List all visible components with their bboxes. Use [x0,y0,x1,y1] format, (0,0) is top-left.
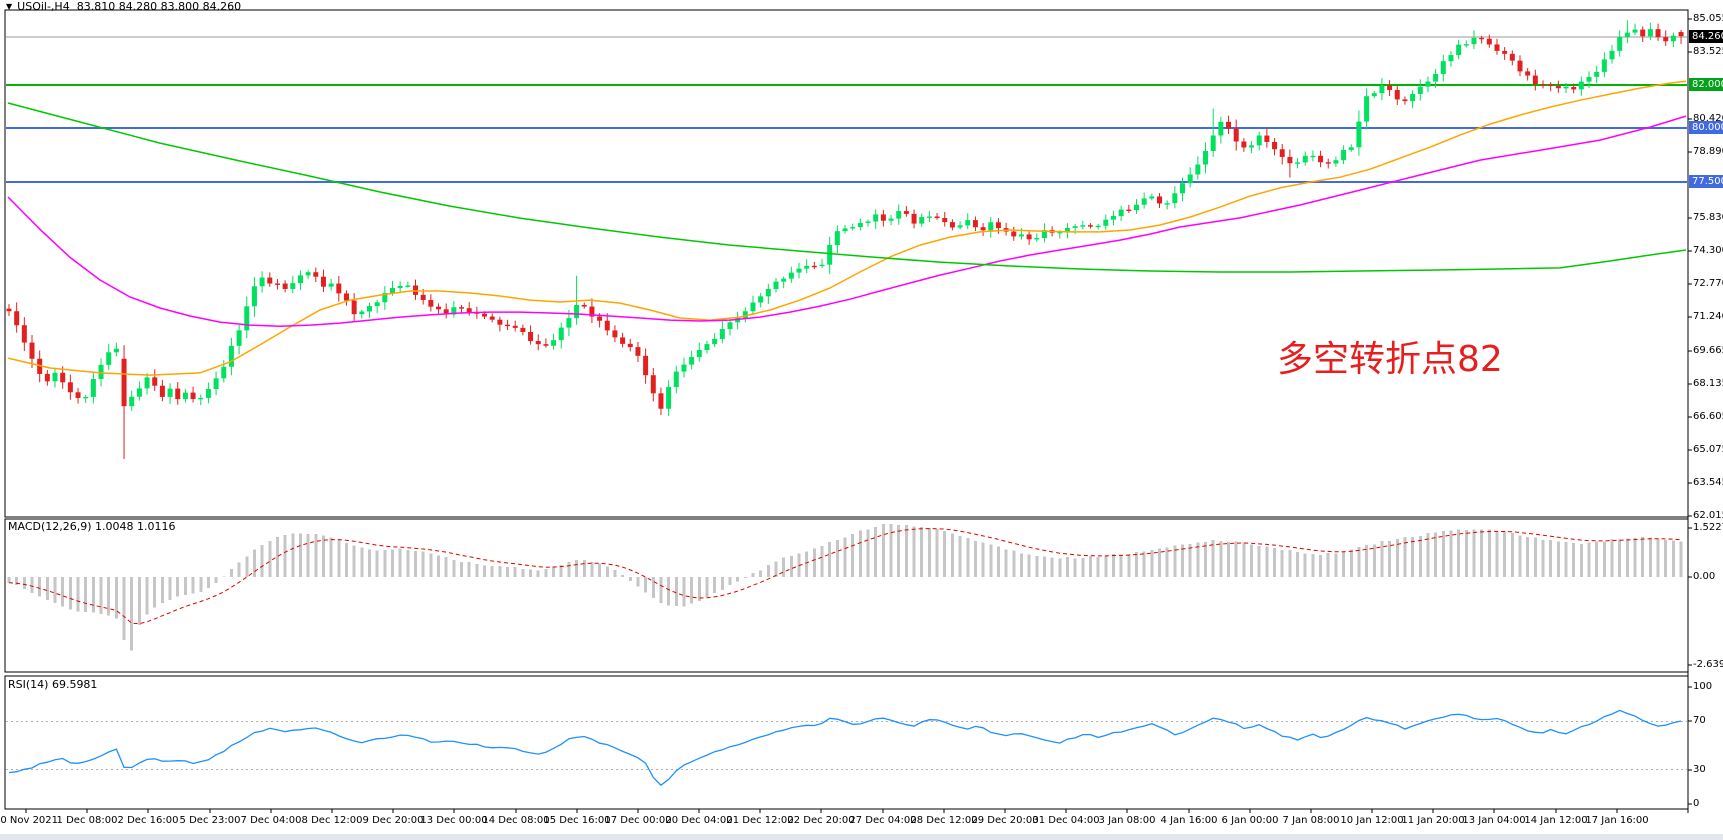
price-badge-80.000: 80.000 [1689,121,1723,134]
time-axis-label: 13 Jan 04:00 [1462,815,1526,826]
price-badge-84.260: 84.260 [1689,30,1723,43]
macd-tick-label: -2.6392 [1693,659,1723,670]
horizontal-level-lines [6,36,1687,183]
time-axis-label: 1 Dec 08:00 [56,815,118,826]
time-axis-label: 11 Jan 20:00 [1401,815,1465,826]
price-tick-label: 63.545 [1693,477,1723,488]
symbol-header[interactable]: ▼ USOil-,H4 83.810 84.280 83.800 84.260 [6,1,241,13]
time-axis-label: 17 Jan 16:00 [1585,815,1649,826]
ma-slow-green [7,102,1687,273]
rsi-tick-label: 0 [1693,798,1700,809]
time-axis-label: 30 Nov 2021 [0,815,59,826]
time-axis-label: 20 Dec 04:00 [665,815,733,826]
rsi-indicator-label: RSI(14) 69.5981 [8,678,98,691]
symbol-name: USOil-,H4 [17,0,70,13]
price-badge-82.000: 82.000 [1689,78,1723,91]
price-tick-label: 75.830 [1693,212,1723,223]
price-tick-label: 80.420 [1693,113,1723,124]
time-axis-label: 28 Dec 12:00 [910,815,978,826]
symbol-dropdown-icon[interactable]: ▼ [6,2,13,11]
price-tick-label: 74.300 [1693,245,1723,256]
price-tick-label: 69.665 [1693,345,1723,356]
rsi-levels [6,720,1687,771]
time-axis-label: 17 Dec 00:00 [604,815,672,826]
time-axis-label: 6 Jan 00:00 [1221,815,1279,826]
time-axis-label: 14 Jan 12:00 [1524,815,1588,826]
price-tick-label: 72.770 [1693,278,1723,289]
bottom-edge-strip [0,834,1723,840]
rsi-tick-label: 70 [1693,715,1706,726]
symbol-ohlc: 83.810 84.280 83.800 84.260 [76,0,242,13]
macd-indicator-label: MACD(12,26,9) 1.0048 1.0116 [8,520,176,533]
rsi-tick-label: 100 [1693,681,1713,692]
axis-ticks [25,18,1692,813]
price-tick-label: 62.015 [1693,510,1723,521]
time-axis-label: 3 Jan 08:00 [1098,815,1156,826]
price-tick-label: 65.075 [1693,444,1723,455]
time-axis-label: 15 Dec 16:00 [543,815,611,826]
price-tick-label: 83.525 [1693,46,1723,57]
macd-signal-line [8,528,1682,625]
time-axis-label: 5 Dec 23:00 [179,815,241,826]
candles-series [6,20,1684,459]
rsi-line [8,709,1682,787]
time-axis-label: 8 Dec 12:00 [301,815,363,826]
price-tick-label: 78.890 [1693,146,1723,157]
time-axis-label: 27 Dec 04:00 [849,815,917,826]
ma-mid-magenta [7,115,1687,327]
macd-histogram [7,523,1683,651]
price-tick-label: 85.055 [1693,13,1723,24]
time-axis-label: 10 Jan 12:00 [1340,815,1404,826]
price-tick-label: 66.605 [1693,411,1723,422]
time-axis-label: 2 Dec 16:00 [117,815,179,826]
time-axis-label: 31 Dec 04:00 [1032,815,1100,826]
time-axis-label: 14 Dec 08:00 [482,815,550,826]
time-axis-label: 4 Jan 16:00 [1160,815,1218,826]
ma-fast-orange [7,80,1687,376]
time-axis-label: 21 Dec 12:00 [726,815,794,826]
price-badge-77.500: 77.500 [1689,175,1723,188]
time-axis-label: 29 Dec 20:00 [971,815,1039,826]
macd-tick-label: 1.5227 [1693,522,1723,533]
time-axis-label: 9 Dec 20:00 [362,815,424,826]
time-axis-label: 22 Dec 20:00 [787,815,855,826]
time-axis-label: 7 Jan 08:00 [1282,815,1340,826]
time-axis-label: 7 Dec 04:00 [240,815,302,826]
price-tick-label: 68.135 [1693,378,1723,389]
panel-borders [4,9,1689,813]
price-tick-label: 71.240 [1693,311,1723,322]
rsi-tick-label: 30 [1693,764,1706,775]
chart-annotation-text: 多空转折点82 [1277,339,1503,380]
time-axis-label: 13 Dec 00:00 [420,815,488,826]
macd-tick-label: 0.00 [1693,571,1716,582]
